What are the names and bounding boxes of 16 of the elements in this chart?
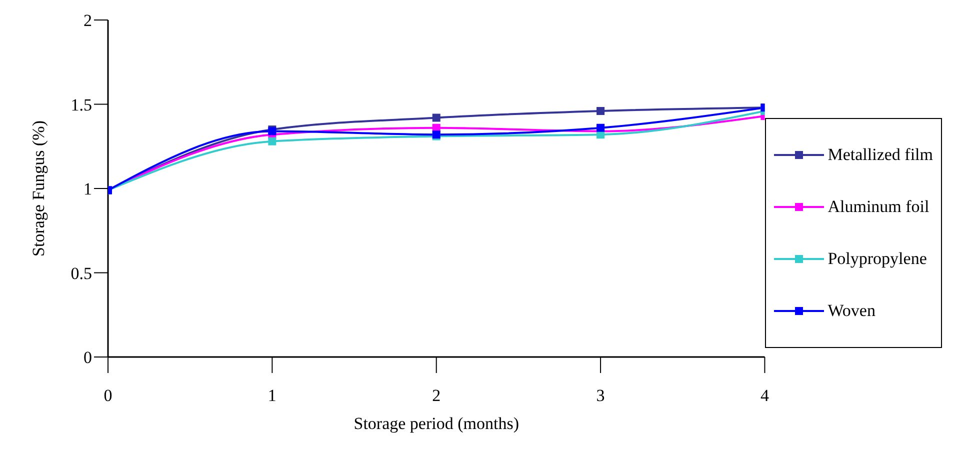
- y-tick-label: 0.5: [70, 264, 92, 283]
- y-tick-label: 0: [84, 348, 92, 368]
- legend-label: Polypropylene: [828, 248, 927, 268]
- y-tick-label: 1.5: [70, 95, 92, 114]
- x-tick-label: 1: [268, 386, 276, 406]
- legend-label: Metallized film: [828, 144, 933, 164]
- legend-label: Aluminum foil: [828, 196, 930, 216]
- x-axis-title: Storage period (months): [354, 414, 519, 433]
- x-tick-label: 2: [432, 386, 441, 406]
- x-tick-label: 3: [596, 386, 605, 406]
- y-tick-label: 2: [84, 11, 92, 30]
- legend-label: Woven: [828, 300, 876, 320]
- y-tick-label: 1: [84, 180, 92, 199]
- y-axis-title: Storage Fungus (%): [29, 120, 48, 256]
- x-tick-label: 4: [760, 386, 770, 406]
- x-tick-label: 0: [104, 386, 112, 406]
